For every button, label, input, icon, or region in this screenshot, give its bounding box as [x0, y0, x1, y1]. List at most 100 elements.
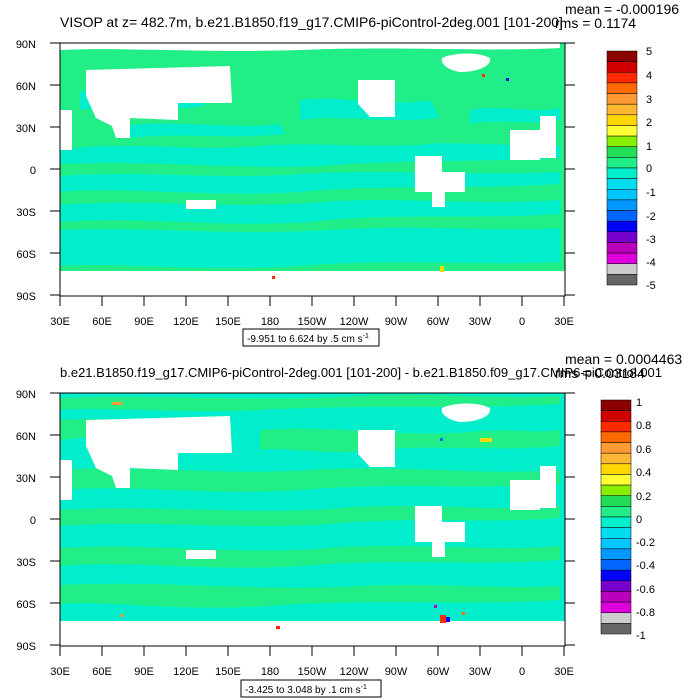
colorbar-swatch — [600, 474, 632, 486]
legend-label: 4 — [646, 70, 652, 82]
legend-label: 0 — [636, 514, 642, 526]
range-exponent: -1 — [361, 684, 367, 691]
lon-label: 90W — [385, 316, 408, 328]
lat-label: 90N — [16, 39, 36, 51]
colorbar-swatch — [606, 146, 638, 158]
colorbar-swatch — [606, 61, 638, 73]
range-label: -9.951 to 6.624 by .5 cm s — [247, 334, 363, 345]
panel-1-x-axis: 30E 60E 90E 120E 150E 180 150W 120W 90W … — [50, 296, 574, 328]
colorbar-swatch — [600, 410, 632, 422]
colorbar-swatch — [600, 452, 632, 465]
lon-label: 150W — [298, 316, 327, 328]
lat-label: 90S — [16, 291, 36, 303]
colorbar-swatch — [600, 516, 632, 528]
colorbar-swatch — [606, 167, 638, 179]
colorbar-swatch — [606, 72, 638, 84]
colorbar-swatch — [606, 50, 638, 62]
lon-label: 150E — [215, 666, 241, 678]
lon-label: 60E — [92, 316, 112, 328]
colorbar-swatch — [600, 421, 632, 433]
legend-label: -3 — [646, 234, 656, 246]
panel-2-range-box: -3.425 to 3.048 by .1 cm s-1 — [240, 679, 382, 698]
panel-2-colorbar: 1 0.8 0.6 0.4 0.2 0 -0.2 -0.4 -0.6 -0.8 … — [600, 397, 655, 642]
colorbar-swatch — [600, 601, 632, 613]
lon-label: 60W — [427, 316, 450, 328]
colorbar-swatch — [600, 484, 632, 496]
lat-label: 30S — [16, 207, 36, 219]
legend-label: -0.2 — [636, 537, 655, 549]
lat-label: 30N — [16, 473, 36, 485]
lon-label: 90E — [134, 666, 154, 678]
svg-text:-9.951 to 6.624 by .5 cm s-1: -9.951 to 6.624 by .5 cm s-1 — [247, 333, 369, 345]
lon-label: 0 — [519, 316, 525, 328]
legend-label: 0.8 — [636, 420, 651, 432]
panel-1-colorbar: 5 4 3 2 1 0 -1 -2 -3 -4 -5 — [606, 46, 656, 292]
colorbar-swatch — [600, 612, 632, 624]
legend-label: 1 — [646, 141, 652, 153]
panel-2-y-axis: 90N 60N 30N 0 30S 60S 90S — [16, 389, 575, 653]
legend-label: -0.8 — [636, 607, 655, 619]
lon-label: 30W — [469, 666, 492, 678]
legend-label: -0.4 — [636, 560, 655, 572]
legend-label: 2 — [646, 117, 652, 129]
colorbar-swatch — [606, 125, 638, 137]
lat-label: 90S — [16, 641, 36, 653]
legend-label: 3 — [646, 94, 652, 106]
colorbar-swatch — [606, 252, 638, 264]
lat-label: 90N — [16, 389, 36, 401]
colorbar-swatch — [600, 527, 632, 539]
land-masks — [60, 403, 565, 646]
lon-label: 180 — [261, 666, 279, 678]
colorbar-swatch — [600, 495, 632, 507]
panel-1-mean: mean = -0.000196 — [565, 1, 679, 17]
legend-label: -0.6 — [636, 584, 655, 596]
colorbar-swatch — [606, 220, 638, 233]
anomaly-spots — [112, 402, 492, 629]
lon-label: 30E — [50, 666, 70, 678]
lon-label: 60E — [92, 666, 112, 678]
colorbar-swatch — [606, 231, 638, 243]
colorbar-swatch — [606, 189, 638, 201]
colorbar-swatch — [606, 199, 638, 211]
legend-label: 0.6 — [636, 444, 651, 456]
colorbar-swatch — [600, 623, 632, 635]
lon-label: 30W — [469, 316, 492, 328]
colorbar-swatch — [606, 82, 638, 94]
legend-label: 0.4 — [636, 467, 651, 479]
colorbar-swatches — [606, 50, 638, 286]
legend-label: -5 — [646, 280, 656, 292]
lon-label: 30E — [554, 666, 574, 678]
colorbar-swatch — [600, 506, 632, 518]
panel-1-y-axis: 90N 60N 30N 0 30S 60S 90S — [16, 39, 575, 303]
panel-2-map — [59, 392, 566, 647]
colorbar-swatch — [606, 93, 638, 105]
legend-label: 0 — [646, 163, 652, 175]
colorbar-swatch — [600, 548, 632, 560]
panel-1-rms: rms = 0.1174 — [555, 15, 636, 31]
lat-label: 60N — [16, 431, 36, 443]
colorbar-swatch — [600, 559, 632, 571]
lon-label: 120E — [173, 316, 199, 328]
lon-label: 120E — [173, 666, 199, 678]
panel-1-range-box: -9.951 to 6.624 by .5 cm s-1 — [242, 328, 380, 347]
lon-label: 120W — [340, 316, 369, 328]
lat-label: 60N — [16, 81, 36, 93]
panel-2-mean: mean = 0.0004463 — [565, 351, 682, 367]
lon-label: 0 — [519, 666, 525, 678]
green-bands — [60, 394, 560, 608]
panel-2-title: b.e21.B1850.f19_g17.CMIP6-piControl-2deg… — [60, 365, 662, 380]
lat-label: 0 — [30, 165, 36, 177]
lon-label: 60W — [427, 666, 450, 678]
anomaly-spots — [272, 74, 509, 279]
range-exponent: -1 — [363, 333, 369, 340]
panel-1-title: VISOP at z= 482.7m, b.e21.B1850.f19_g17.… — [60, 14, 563, 30]
colorbar-swatch — [606, 210, 638, 222]
colorbar-swatch — [600, 399, 632, 411]
lon-label: 180 — [261, 316, 279, 328]
lat-label: 60S — [16, 599, 36, 611]
lat-label: 0 — [30, 515, 36, 527]
colorbar-swatch — [606, 263, 638, 275]
lon-label: 150W — [298, 666, 327, 678]
legend-label: -1 — [636, 630, 646, 642]
